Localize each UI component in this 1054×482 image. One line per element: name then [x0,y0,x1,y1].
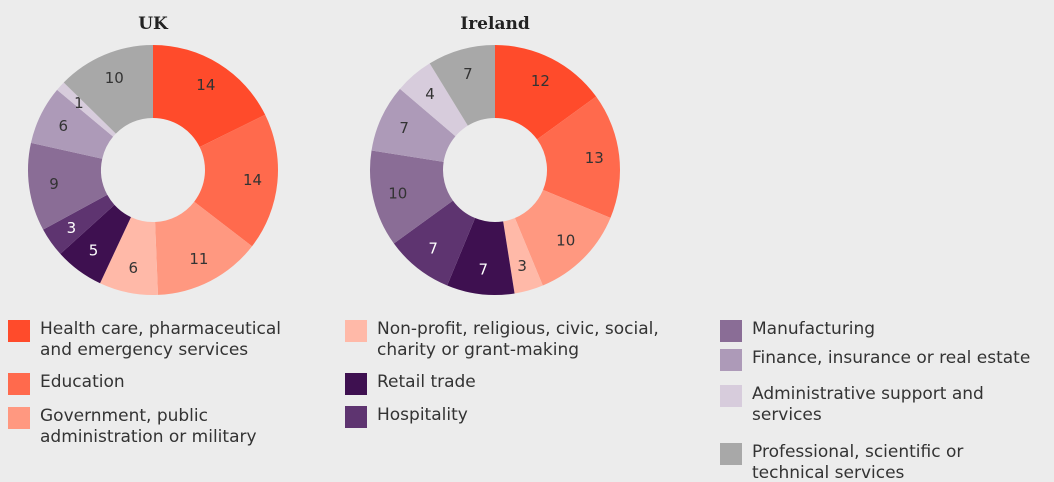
value-label: 10 [556,232,575,250]
legend-swatch [720,320,742,342]
value-label: 4 [425,85,435,103]
legend-label: Government, public administration or mil… [40,406,257,447]
donut-slice [155,201,253,295]
donut-slice [537,96,620,218]
legend-swatch [720,443,742,465]
donut-slice [447,218,515,295]
donut-slice [429,45,495,126]
legend-swatch [345,373,367,395]
legend-label: Retail trade [377,372,476,392]
chart-title: UK [138,14,169,34]
value-label: 7 [399,119,409,137]
donut-slice [43,194,115,254]
donut-slice [370,150,453,244]
donut-slice [100,217,158,295]
value-label: 12 [531,72,550,90]
donut-slice [399,63,468,137]
value-label: 1 [74,94,84,112]
value-label: 6 [59,117,69,135]
donut-slice [63,45,153,134]
legend-swatch [8,373,30,395]
value-label: 3 [67,219,77,237]
value-label: 10 [105,69,124,87]
value-label: 5 [89,241,99,259]
donut-slice [30,89,114,159]
value-label: 11 [189,250,208,268]
donut-slice [153,45,266,148]
value-label: 9 [49,175,59,193]
donut-slice [393,200,476,286]
donut-slice [27,142,108,230]
legend-swatch [8,320,30,342]
legend-swatch [345,406,367,428]
legend-label: Health care, pharmaceutical and emergenc… [40,319,281,360]
legend-label: Hospitality [377,405,468,425]
value-label: 6 [128,259,138,277]
legend-swatch [720,385,742,407]
legend-label: Manufacturing [752,319,876,339]
donut-slice [503,218,543,294]
legend-label: Education [40,372,125,392]
value-label: 7 [463,65,473,83]
legend-swatch [720,349,742,371]
donut-slice [495,45,597,140]
donut-slice [194,114,278,247]
donut-slice [514,189,611,286]
donut-slice [60,204,131,284]
value-label: 7 [428,240,438,258]
donut-slice [57,82,116,137]
value-label: 13 [585,149,604,167]
value-label: 14 [243,171,262,189]
chart-title: Ireland [460,14,530,34]
legend-label: Administrative support and services [752,384,984,425]
legend-label: Non-profit, religious, civic, social, ch… [377,319,659,360]
donut-slice [371,88,456,162]
value-label: 3 [517,257,527,275]
value-label: 10 [388,184,407,202]
value-label: 7 [478,260,488,278]
legend-swatch [8,407,30,429]
legend-swatch [345,320,367,342]
legend-label: Professional, scientific or technical se… [752,442,964,482]
legend-label: Finance, insurance or real estate [752,348,1031,368]
value-label: 14 [196,76,215,94]
